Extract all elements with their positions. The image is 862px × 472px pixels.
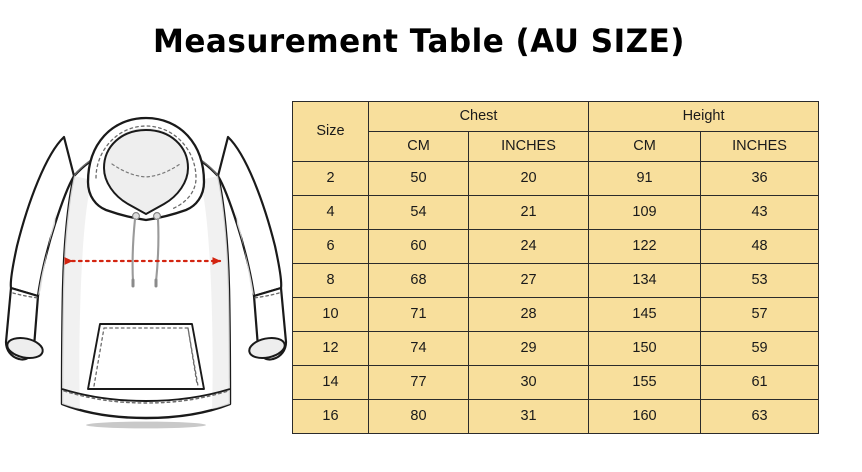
header-height-cm: CM	[588, 131, 702, 162]
right-cuff-stitch	[252, 292, 280, 299]
cell-size: 6	[292, 229, 369, 264]
ground-shadow	[86, 421, 206, 429]
cell-chest-cm: 50	[368, 161, 469, 196]
table-body: 2 50 20 91 36 4 54 21 109 43 6 60 24 122 48 8 68 27 134 53 1…	[292, 161, 820, 434]
cell-size: 12	[292, 331, 369, 366]
hood-opening	[102, 128, 190, 216]
hoodie-illustration	[0, 84, 292, 456]
cell-size: 8	[292, 263, 369, 298]
cell-chest-inches: 20	[467, 161, 590, 196]
hem-stitch	[63, 390, 229, 404]
right-cuff-opening	[248, 336, 286, 360]
cell-chest-cm: 68	[368, 263, 469, 298]
right-drawstring	[154, 217, 160, 284]
cell-chest-inches: 31	[467, 399, 590, 434]
table-header-sub-row: CM INCHES CM INCHES	[293, 131, 820, 162]
table-row: 14 77 30 155 61	[292, 365, 820, 400]
cell-size: 16	[292, 399, 369, 434]
cell-height-inches: 61	[700, 365, 820, 400]
hood-stitch-inner	[111, 163, 181, 178]
cell-chest-cm: 71	[368, 297, 469, 332]
body-shading-right	[200, 176, 230, 409]
cell-height-inches: 53	[700, 263, 820, 298]
right-sleeve-shading	[236, 212, 254, 296]
cell-chest-cm: 74	[368, 331, 469, 366]
kangaroo-pocket	[87, 323, 205, 390]
cell-height-inches: 63	[700, 399, 820, 434]
body-shading-left	[62, 176, 92, 409]
cell-chest-cm: 60	[368, 229, 469, 264]
hood-stitch	[95, 125, 197, 210]
cell-height-inches: 43	[700, 195, 820, 230]
cell-height-cm: 109	[588, 195, 702, 230]
pocket-stitch-right	[187, 327, 198, 385]
cell-chest-inches: 27	[467, 263, 590, 298]
cell-height-inches: 48	[700, 229, 820, 264]
cell-chest-cm: 77	[368, 365, 469, 400]
cell-height-cm: 91	[588, 161, 702, 196]
table-row: 2 50 20 91 36	[292, 161, 820, 196]
cell-height-inches: 59	[700, 331, 820, 366]
page-title: Measurement Table (AU SIZE)	[153, 22, 685, 60]
cell-chest-cm: 80	[368, 399, 469, 434]
table-row: 8 68 27 134 53	[292, 263, 820, 298]
header-height: Height	[588, 101, 820, 132]
cell-height-cm: 122	[588, 229, 702, 264]
header-size: Size	[292, 101, 369, 162]
right-eyelet	[153, 212, 161, 220]
cell-height-inches: 36	[700, 161, 820, 196]
cell-height-cm: 150	[588, 331, 702, 366]
cell-height-cm: 145	[588, 297, 702, 332]
table-header-top-row: Size Chest Height	[292, 101, 820, 162]
header-chest: Chest	[367, 101, 590, 132]
hood-inner-shading	[104, 128, 188, 212]
cell-chest-inches: 30	[467, 365, 590, 400]
hem-band	[61, 388, 231, 402]
left-eyelet	[132, 212, 140, 220]
left-drawstring	[131, 217, 137, 284]
cell-size: 2	[292, 161, 369, 196]
hoodie-svg	[4, 116, 288, 429]
cell-size: 10	[292, 297, 369, 332]
cell-size: 14	[292, 365, 369, 400]
left-sleeve-shading	[38, 212, 56, 296]
table-row: 4 54 21 109 43	[292, 195, 820, 230]
cell-chest-inches: 28	[467, 297, 590, 332]
cell-chest-inches: 24	[467, 229, 590, 264]
table-row: 6 60 24 122 48	[292, 229, 820, 264]
cell-chest-inches: 21	[467, 195, 590, 230]
cell-height-cm: 160	[588, 399, 702, 434]
table-row: 16 80 31 160 63	[292, 399, 820, 434]
left-cuff-opening	[6, 336, 44, 360]
header-chest-cm: CM	[368, 131, 469, 162]
cell-height-inches: 57	[700, 297, 820, 332]
header-chest-inches: INCHES	[467, 131, 590, 162]
header-height-inches: INCHES	[700, 131, 820, 162]
cell-size: 4	[292, 195, 369, 230]
cell-height-cm: 134	[588, 263, 702, 298]
table-row: 10 71 28 145 57	[292, 297, 820, 332]
left-cuff-stitch	[12, 292, 40, 299]
cell-height-cm: 155	[588, 365, 702, 400]
cell-chest-inches: 29	[467, 331, 590, 366]
table-row: 12 74 29 150 59	[292, 331, 820, 366]
cell-chest-cm: 54	[368, 195, 469, 230]
